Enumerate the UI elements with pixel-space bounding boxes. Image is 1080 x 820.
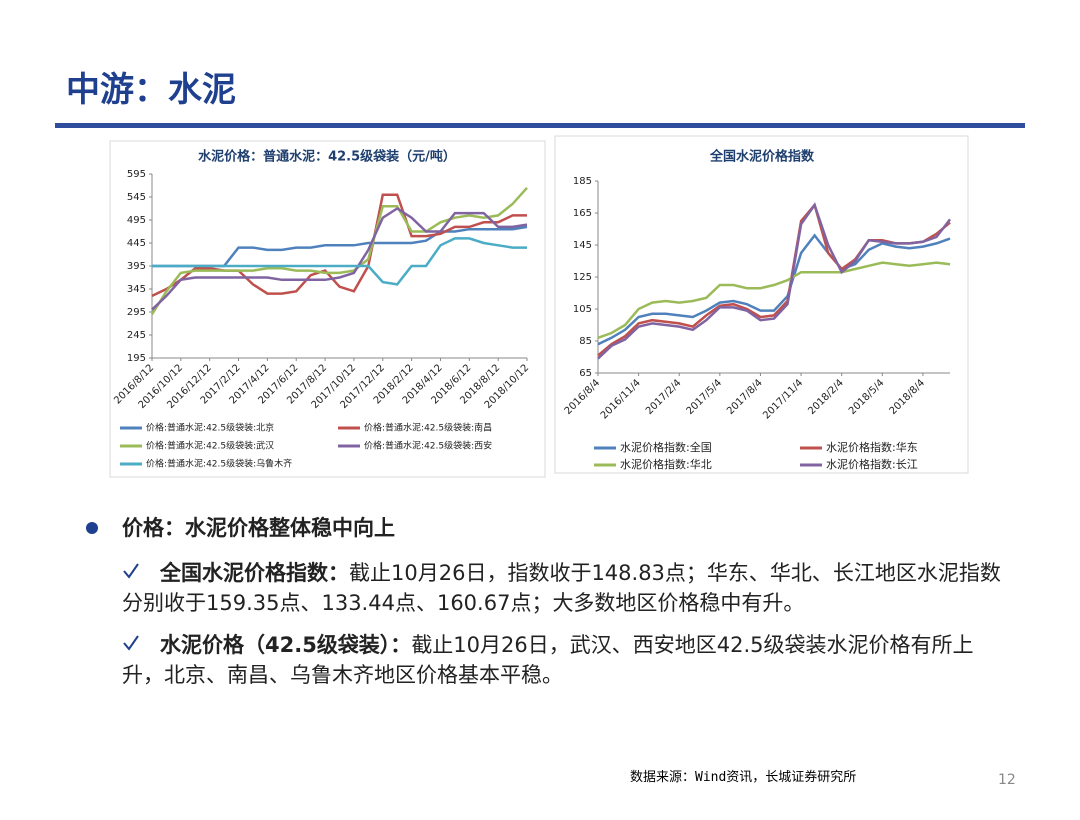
data-line (151, 193, 527, 298)
y-tick-label: 445 (127, 238, 146, 249)
legend-label: 价格:普通水泥:42.5级袋装:南昌 (364, 422, 492, 434)
y-tick-label: 395 (127, 261, 146, 272)
legend-label: 价格:普通水泥:42.5级袋装:北京 (146, 422, 274, 434)
data-line (597, 261, 951, 339)
chart-title: 全国水泥价格指数 (709, 149, 815, 165)
chart-title: 水泥价格：普通水泥：42.5级袋装（元/吨） (198, 149, 456, 165)
legend-label: 水泥价格指数:华北 (620, 457, 712, 471)
source-note: 数据来源：Wind资讯，长城证券研究所 (630, 770, 857, 785)
check-icon (123, 635, 139, 651)
legend-label: 水泥价格指数:长江 (826, 457, 918, 471)
data-line (597, 233, 951, 346)
slide-title: 中游：水泥 (66, 70, 236, 110)
data-line (597, 202, 951, 360)
y-tick-label: 125 (573, 272, 592, 283)
y-tick-label: 105 (573, 304, 592, 315)
legend-label: 水泥价格指数:全国 (620, 440, 712, 454)
y-tick-label: 495 (127, 215, 146, 226)
item-text: 截止10月26日，武汉、西安地区42.5级袋装水泥价格有所上升，北京、南昌、乌鲁… (122, 633, 974, 687)
y-tick-label: 595 (127, 169, 146, 180)
legend-label: 价格:普通水泥:42.5级袋装:武汉 (146, 440, 274, 452)
bullet-dot (86, 522, 98, 534)
check-icon (123, 563, 139, 579)
y-tick-label: 195 (127, 353, 146, 364)
item-lead: 全国水泥价格指数： (160, 561, 349, 585)
page-number: 12 (998, 772, 1016, 788)
y-tick-label: 545 (127, 192, 146, 203)
charts: 水泥价格：普通水泥：42.5级袋装（元/吨） 195 245 295 345 395 445… (109, 135, 969, 478)
item-lead: 水泥价格（42.5级袋装）： (160, 633, 412, 657)
chart-frame (109, 140, 546, 478)
legend-label: 水泥价格指数:华东 (826, 440, 918, 454)
y-tick-label: 65 (579, 368, 592, 379)
legend-label: 价格:普通水泥:42.5级袋装:乌鲁木齐 (146, 458, 292, 470)
y-tick-label: 245 (127, 330, 146, 341)
bullet-item: 全国水泥价格指数：截止10月26日，指数收于148.83点；华东、华北、长江地区… (122, 558, 1012, 618)
bullet-item: 水泥价格（42.5级袋装）：截止10月26日，武汉、西安地区42.5级袋装水泥价… (122, 630, 1012, 690)
legend-label: 价格:普通水泥:42.5级袋装:西安 (364, 440, 492, 452)
data-line (150, 186, 528, 315)
y-tick-label: 185 (573, 176, 592, 187)
title-rule (55, 123, 1025, 128)
y-tick-label: 85 (579, 336, 592, 347)
chart-frame (554, 135, 969, 474)
y-tick-label: 145 (573, 240, 592, 251)
bullet-main: 价格：水泥价格整体稳中向上 (122, 516, 395, 540)
data-line (152, 237, 527, 286)
y-tick-label: 345 (127, 284, 146, 295)
item-text: 截止10月26日，指数收于148.83点；华东、华北、长江地区水泥指数分别收于1… (122, 561, 1001, 615)
y-tick-label: 165 (573, 208, 592, 219)
data-line (151, 207, 528, 311)
y-tick-label: 295 (127, 307, 146, 318)
